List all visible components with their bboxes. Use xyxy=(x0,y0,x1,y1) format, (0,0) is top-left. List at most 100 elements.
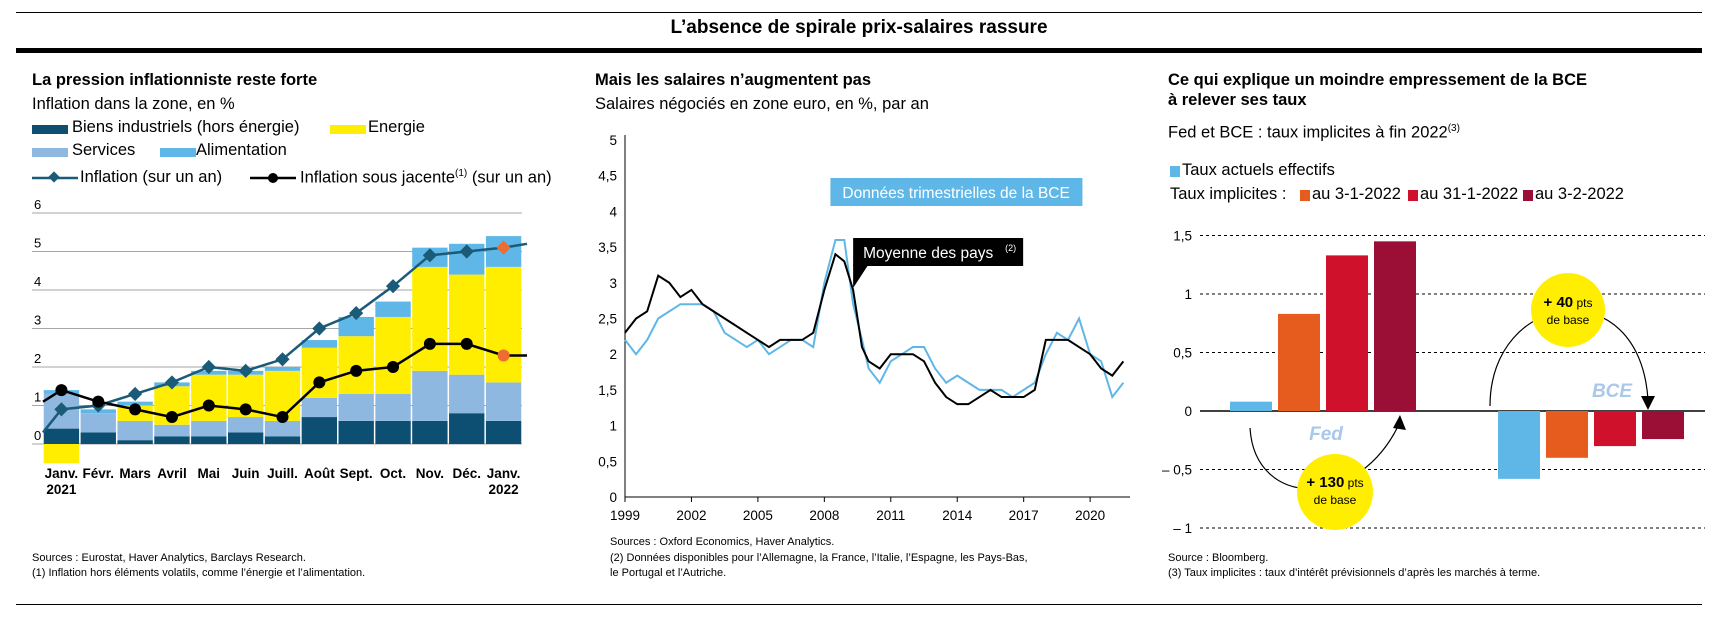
core-inflation-point xyxy=(387,361,400,373)
legend-label-implicites: Taux implicites : xyxy=(1170,185,1287,203)
rate-bar xyxy=(1498,411,1540,479)
rate-bar xyxy=(1594,411,1636,447)
x-tick-label: Oct. xyxy=(380,466,406,481)
legend-label-sous-jacente-suffix: (sur un an) xyxy=(471,168,552,187)
panel3-title-line1: Ce qui explique un moindre empressement … xyxy=(1168,71,1588,89)
x-tick-label: Mars xyxy=(119,466,151,481)
fed-change-suffix: de base xyxy=(1314,493,1357,507)
inflation-point xyxy=(385,279,401,294)
bottom-rule xyxy=(16,604,1702,605)
y-tick-label: 2,5 xyxy=(598,312,617,327)
core-inflation-point xyxy=(276,411,289,424)
bar-segment xyxy=(117,420,153,441)
x-tick-label-year: 2021 xyxy=(46,482,77,497)
bar-segment xyxy=(412,420,448,444)
bar-segment xyxy=(80,432,116,444)
x-tick-label-year: 2022 xyxy=(489,482,519,497)
moyenne-callout-box xyxy=(853,238,1024,266)
legend-swatch-services xyxy=(32,148,68,157)
panel1-note: (1) Inflation hors éléments volatils, co… xyxy=(32,567,366,579)
y-tick-label: – 0,5 xyxy=(1162,463,1192,478)
x-tick-label: Nov. xyxy=(416,466,444,481)
legend-swatch-actuels xyxy=(1170,166,1180,177)
legend-label-sous-jacente-note: (1) xyxy=(455,168,468,179)
legend-label-sous-jacente: Inflation sous jacente(1) (sur un an) xyxy=(300,168,552,188)
core-inflation-point xyxy=(350,364,363,377)
bar-segment xyxy=(449,374,485,414)
bar-segment xyxy=(485,266,522,383)
top-rule xyxy=(16,12,1702,13)
legend-label-actuels: Taux actuels effectifs xyxy=(1182,161,1335,179)
y-tick-label: 0,5 xyxy=(598,454,617,469)
legend-line-sous-jacente xyxy=(250,173,296,183)
salaires-chart: 0 0,5 1 1,5 2 2,5 3 3,5 4 4,5 5 1999 2002 2005 2008 201… xyxy=(598,133,1130,523)
x-tick-label: 2014 xyxy=(942,508,973,523)
bar-segment xyxy=(449,413,485,444)
x-tick-label: Août xyxy=(304,466,335,481)
inflation-point xyxy=(496,240,511,255)
legend-label-d3: au 3-2-2022 xyxy=(1535,185,1624,203)
fed-arrow-head xyxy=(1393,415,1406,430)
bar-segment xyxy=(264,436,301,444)
y-tick-label: 0 xyxy=(34,428,41,443)
bar-segment xyxy=(154,436,190,444)
bar-segment xyxy=(191,374,227,421)
core-inflation-point xyxy=(92,395,105,408)
panel2-title: Mais les salaires n’augmentent pas xyxy=(595,71,872,89)
panel1-subtitle: Inflation dans la zone, en % xyxy=(32,95,235,113)
bar-segment xyxy=(338,393,374,421)
fed-change-bubble xyxy=(1297,454,1373,530)
core-inflation-point xyxy=(239,403,252,416)
bar-segment xyxy=(412,266,448,371)
x-tick-label: 2002 xyxy=(676,508,706,523)
panel2-sources: Sources : Oxford Economics, Haver Analyt… xyxy=(610,536,835,548)
panel1-title: La pression inflationniste reste forte xyxy=(32,71,318,89)
legend-swatch-d2 xyxy=(1408,190,1418,201)
x-tick-label: Déc. xyxy=(452,466,481,481)
y-tick-label: 6 xyxy=(34,197,41,212)
bar-segment xyxy=(301,347,338,398)
bar-segment xyxy=(264,367,301,371)
bar-segment xyxy=(338,420,374,444)
fed-change-unit: pts xyxy=(1344,476,1363,490)
legend-label-biens: Biens industriels (hors énergie) xyxy=(72,118,300,136)
panel3-sources: Source : Bloomberg. xyxy=(1168,552,1269,564)
rate-bar xyxy=(1230,401,1272,411)
x-tick-label: Juin xyxy=(232,466,260,481)
core-inflation-point xyxy=(202,399,215,412)
rate-bar xyxy=(1642,411,1684,440)
inflation-point xyxy=(349,306,364,321)
x-tick-label: 2020 xyxy=(1075,508,1105,523)
bar-segment xyxy=(375,301,411,317)
inflation-point xyxy=(201,359,216,375)
rate-bar xyxy=(1278,313,1320,411)
core-inflation-point xyxy=(55,384,68,397)
panel2-subtitle: Salaires négociés en zone euro, en %, pa… xyxy=(595,95,929,113)
y-tick-label: 3 xyxy=(34,313,41,328)
y-tick-label: 1,5 xyxy=(1173,229,1192,244)
legend-label-services: Services xyxy=(72,141,136,159)
panel2-note-2: le Portugal et l’Autriche. xyxy=(610,567,727,579)
category-label-bce: BCE xyxy=(1592,381,1633,402)
x-tick-label: 2008 xyxy=(809,508,839,523)
panel1-sources: Sources : Eurostat, Haver Analytics, Bar… xyxy=(32,552,306,564)
core-inflation-point xyxy=(129,403,142,416)
x-tick-label: Mai xyxy=(198,466,221,481)
y-tick-label: 4,5 xyxy=(598,169,617,184)
bce-change-unit: pts xyxy=(1573,296,1592,310)
bce-callout-box xyxy=(830,178,1083,206)
bar-segment xyxy=(227,417,264,433)
rate-bar xyxy=(1374,241,1416,411)
y-tick-label: 2 xyxy=(34,351,41,366)
panel3-note: (3) Taux implicites : taux d’intérêt pré… xyxy=(1168,567,1541,579)
x-tick-label: Févr. xyxy=(83,466,115,481)
inflation-point xyxy=(164,375,180,390)
inflation-chart: 0 1 2 3 4 5 6 Janv. Févr. Mars Avril Mai Juin Juill. A… xyxy=(32,197,528,497)
x-tick-label: Avril xyxy=(157,466,187,481)
legend-label-alimentation: Alimentation xyxy=(196,141,287,159)
x-tick-label: Janv. xyxy=(45,466,79,481)
inflation-point xyxy=(422,248,437,263)
bar-segment xyxy=(43,428,80,444)
inflation-point xyxy=(275,352,290,367)
moyenne-callout-pointer xyxy=(853,265,869,288)
